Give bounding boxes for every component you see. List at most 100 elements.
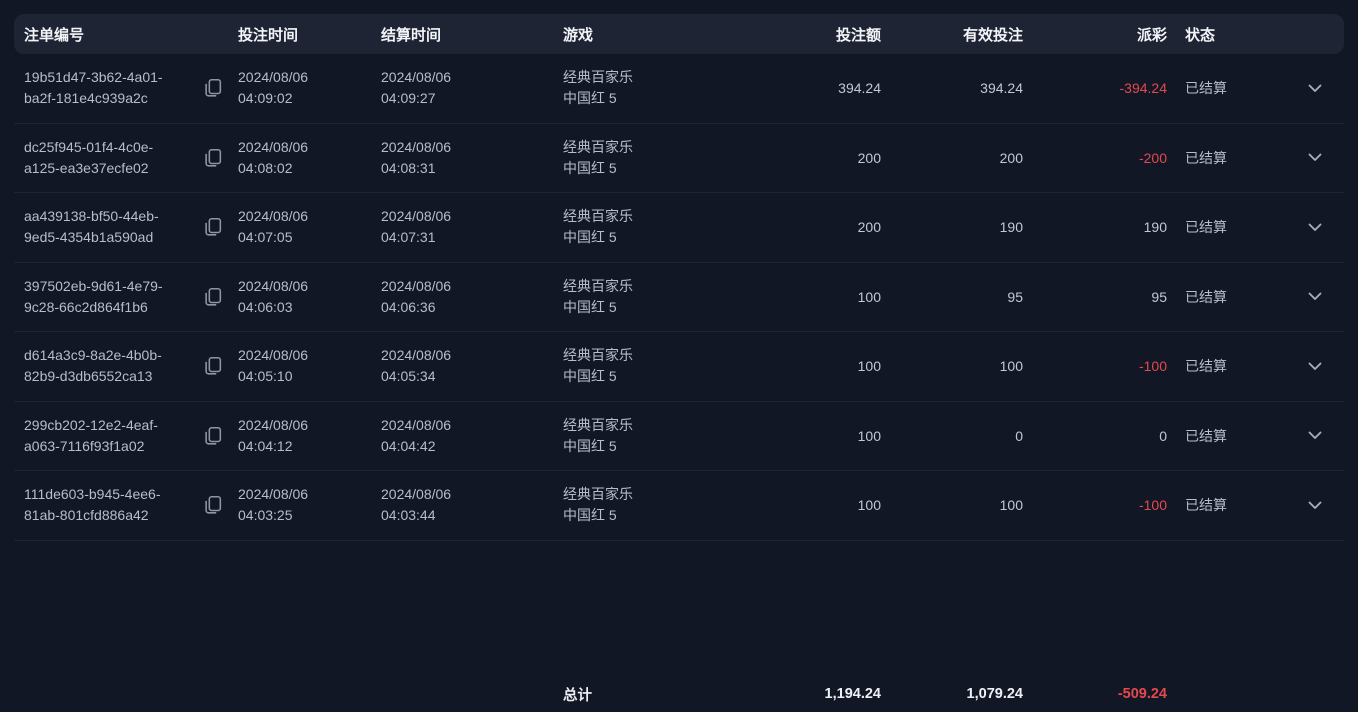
- status-badge: 已结算: [1185, 288, 1227, 305]
- game-name: 经典百家乐 中国红 5: [563, 486, 633, 524]
- valid-bet: 100: [999, 358, 1023, 375]
- copy-order-id-button[interactable]: [202, 77, 224, 99]
- copy-icon: [205, 218, 222, 236]
- copy-icon: [205, 357, 222, 375]
- expand-row-button[interactable]: [1308, 431, 1322, 440]
- chevron-down-icon: [1308, 501, 1321, 509]
- game-name: 经典百家乐 中国红 5: [563, 208, 633, 246]
- chevron-down-icon: [1308, 84, 1321, 92]
- copy-order-id-button[interactable]: [202, 286, 224, 308]
- table-row[interactable]: 111de603-b945-4ee6- 81ab-801cfd886a42 202…: [14, 471, 1344, 541]
- order-id: 397502eb-9d61-4e79- 9c28-66c2d864f1b6: [24, 277, 163, 315]
- header-game: 游戏: [563, 26, 594, 44]
- bet-time: 2024/08/06 04:03:25: [238, 486, 309, 524]
- header-bet-amount: 投注额: [835, 26, 881, 44]
- bet-amount: 394.24: [838, 80, 881, 97]
- valid-bet: 190: [999, 219, 1023, 236]
- bet-amount: 100: [857, 427, 881, 444]
- table-row[interactable]: 299cb202-12e2-4eaf-a063-7116f93f1a02 202…: [14, 402, 1344, 471]
- table-row[interactable]: 397502eb-9d61-4e79- 9c28-66c2d864f1b6 202…: [14, 263, 1344, 332]
- valid-bet: 200: [999, 149, 1023, 166]
- bet-amount: 100: [857, 358, 881, 375]
- expand-row-button[interactable]: [1308, 223, 1322, 232]
- payout: -200: [1138, 149, 1167, 166]
- bet-amount: 100: [857, 288, 881, 305]
- chevron-down-icon: [1308, 362, 1321, 370]
- game-name: 经典百家乐 中国红 5: [563, 69, 633, 107]
- payout: 190: [1143, 219, 1167, 236]
- expand-row-button[interactable]: [1308, 362, 1322, 371]
- total-label: 总计: [563, 687, 592, 704]
- copy-icon: [205, 426, 222, 445]
- copy-icon: [205, 148, 222, 167]
- bet-amount: 200: [857, 219, 881, 236]
- game-name: 经典百家乐 中国红 5: [563, 347, 633, 385]
- chevron-down-icon: [1308, 431, 1321, 440]
- payout: -100: [1138, 497, 1167, 514]
- bet-amount: 100: [857, 497, 881, 514]
- table-row[interactable]: d614a3c9-8a2e-4b0b- 82b9-d3db6552ca13 202…: [14, 332, 1344, 402]
- status-badge: 已结算: [1185, 149, 1227, 166]
- bet-time: 2024/08/06 04:05:10: [238, 347, 309, 385]
- settle-time: 2024/08/06 04:06:36: [381, 277, 452, 315]
- copy-icon: [205, 496, 222, 514]
- table-header: 注单编号 投注时间 结算时间 游戏 投注额 有效投注 派彩 状态: [14, 14, 1344, 54]
- status-badge: 已结算: [1185, 80, 1227, 97]
- settle-time: 2024/08/06 04:04:42: [381, 416, 452, 454]
- status-badge: 已结算: [1185, 427, 1227, 444]
- expand-row-button[interactable]: [1308, 153, 1322, 162]
- settle-time: 2024/08/06 04:08:31: [381, 138, 452, 176]
- chevron-down-icon: [1308, 153, 1321, 162]
- game-name: 经典百家乐 中国红 5: [563, 138, 633, 176]
- valid-bet: 95: [1007, 288, 1023, 305]
- total-payout: -509.24: [1117, 686, 1167, 702]
- order-id: 299cb202-12e2-4eaf-a063-7116f93f1a02: [24, 416, 158, 454]
- copy-order-id-button[interactable]: [202, 147, 224, 169]
- header-bet-time: 投注时间: [238, 26, 299, 44]
- payout: -100: [1138, 358, 1167, 375]
- settle-time: 2024/08/06 04:03:44: [381, 486, 452, 524]
- copy-order-id-button[interactable]: [202, 494, 224, 516]
- header-valid-bet: 有效投注: [962, 26, 1023, 44]
- copy-icon: [205, 79, 222, 97]
- valid-bet: 100: [999, 497, 1023, 514]
- expand-row-button[interactable]: [1308, 84, 1322, 93]
- bet-amount: 200: [857, 149, 881, 166]
- copy-order-id-button[interactable]: [202, 216, 224, 238]
- header-status: 状态: [1185, 26, 1216, 44]
- copy-order-id-button[interactable]: [202, 425, 224, 447]
- total-bet-amount: 1,194.24: [824, 686, 881, 702]
- order-id: 19b51d47-3b62-4a01- ba2f-181e4c939a2c: [24, 69, 163, 107]
- table-body: 19b51d47-3b62-4a01- ba2f-181e4c939a2c 202…: [14, 54, 1344, 541]
- settle-time: 2024/08/06 04:09:27: [381, 69, 452, 107]
- order-id: d614a3c9-8a2e-4b0b- 82b9-d3db6552ca13: [24, 347, 162, 385]
- table-row[interactable]: aa439138-bf50-44eb- 9ed5-4354b1a590ad 202…: [14, 193, 1344, 263]
- bet-time: 2024/08/06 04:04:12: [238, 416, 309, 454]
- header-settle-time: 结算时间: [381, 26, 442, 44]
- valid-bet: 394.24: [980, 80, 1023, 97]
- table-row[interactable]: dc25f945-01f4-4c0e-a125-ea3e37ecfe02 202…: [14, 124, 1344, 193]
- expand-row-button[interactable]: [1308, 292, 1322, 301]
- order-id: 111de603-b945-4ee6- 81ab-801cfd886a42: [24, 486, 161, 524]
- chevron-down-icon: [1308, 292, 1321, 301]
- payout: 95: [1151, 288, 1167, 305]
- game-name: 经典百家乐 中国红 5: [563, 416, 633, 454]
- payout: -394.24: [1119, 80, 1167, 97]
- status-badge: 已结算: [1185, 219, 1227, 236]
- header-order-id: 注单编号: [24, 26, 85, 44]
- status-badge: 已结算: [1185, 497, 1227, 514]
- copy-order-id-button[interactable]: [202, 355, 224, 377]
- chevron-down-icon: [1308, 223, 1321, 231]
- bet-time: 2024/08/06 04:07:05: [238, 208, 309, 246]
- total-valid-bet: 1,079.24: [966, 686, 1023, 702]
- payout: 0: [1159, 427, 1167, 444]
- copy-icon: [205, 287, 222, 306]
- table-row[interactable]: 19b51d47-3b62-4a01- ba2f-181e4c939a2c 202…: [14, 54, 1344, 124]
- settle-time: 2024/08/06 04:07:31: [381, 208, 452, 246]
- expand-row-button[interactable]: [1308, 501, 1322, 510]
- header-payout: 派彩: [1136, 26, 1167, 44]
- settle-time: 2024/08/06 04:05:34: [381, 347, 452, 385]
- order-id: dc25f945-01f4-4c0e-a125-ea3e37ecfe02: [24, 138, 154, 176]
- table-footer-totals: 总计 1,194.24 1,079.24 -509.24: [14, 676, 1344, 712]
